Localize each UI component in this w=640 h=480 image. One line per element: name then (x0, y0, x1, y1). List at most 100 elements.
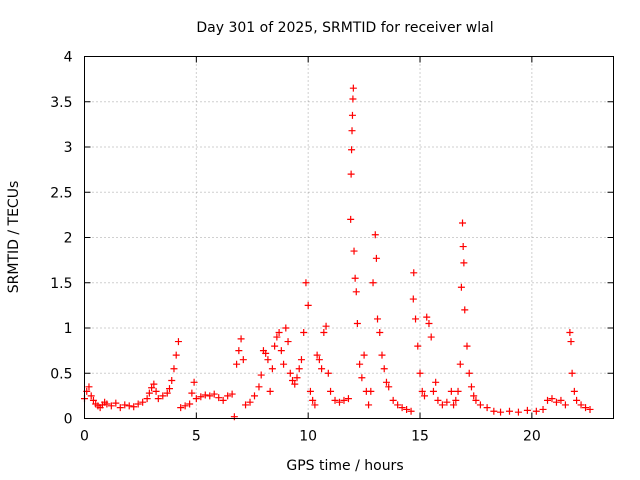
data-point (539, 405, 547, 413)
y-tick-label: 1.5 (50, 276, 72, 292)
data-point (568, 369, 576, 377)
data-point (497, 408, 505, 416)
data-point (410, 269, 418, 277)
data-point (130, 403, 138, 411)
data-point (349, 95, 357, 103)
chart-title: Day 301 of 2025, SRMTID for receiver wla… (196, 20, 493, 36)
x-tick-label: 0 (80, 429, 89, 445)
data-point (264, 356, 272, 364)
data-point (163, 389, 171, 397)
data-point (275, 329, 283, 337)
data-point (389, 396, 397, 404)
data-point (190, 378, 198, 386)
data-point (174, 338, 182, 346)
data-point (335, 398, 343, 406)
y-tick-label: 3.5 (50, 95, 72, 111)
data-point (548, 395, 556, 403)
data-point (414, 342, 422, 350)
data-point (351, 274, 359, 282)
data-point (318, 365, 326, 373)
data-point (385, 383, 393, 391)
data-point (89, 396, 97, 404)
data-point (165, 385, 173, 393)
data-point (192, 395, 200, 403)
data-point (139, 398, 147, 406)
data-point (201, 391, 209, 399)
data-point (470, 392, 478, 400)
data-point (239, 356, 247, 364)
data-point (450, 401, 458, 409)
data-point (350, 247, 358, 255)
y-tick-label: 0 (64, 412, 73, 428)
data-point (382, 378, 390, 386)
data-point (271, 342, 279, 350)
data-point (295, 365, 303, 373)
data-point (177, 404, 185, 412)
data-point (434, 396, 442, 404)
data-point (284, 338, 292, 346)
data-point (107, 402, 115, 410)
data-point (456, 360, 464, 368)
data-point (103, 400, 111, 408)
data-point (420, 392, 428, 400)
data-point (505, 407, 513, 415)
data-point (461, 306, 469, 314)
data-point (324, 369, 332, 377)
data-point (315, 356, 323, 364)
data-point (150, 380, 158, 388)
data-point (566, 329, 574, 337)
y-tick-label: 2.5 (50, 185, 72, 201)
data-point (266, 387, 274, 395)
y-tick-label: 0.5 (50, 366, 72, 382)
data-point (246, 398, 254, 406)
data-point (356, 360, 364, 368)
data-point (230, 413, 238, 421)
data-point (570, 387, 578, 395)
axis-ticks: 0 0.5 1 1.5 2 2.5 3 3.5 4 0 5 10 15 20 (50, 50, 614, 445)
data-point (306, 387, 314, 395)
x-tick-label: 5 (192, 429, 201, 445)
data-point (447, 387, 455, 395)
data-point (188, 389, 196, 397)
data-point (309, 396, 317, 404)
data-point (380, 365, 388, 373)
data-point (353, 319, 361, 327)
data-point (277, 347, 285, 355)
data-point (291, 380, 299, 388)
data-point (250, 392, 258, 400)
data-point (567, 338, 575, 346)
data-point (87, 392, 95, 400)
data-point (289, 376, 297, 384)
data-point (159, 392, 167, 400)
data-point (432, 378, 440, 386)
data-point (452, 396, 460, 404)
data-point (459, 219, 467, 227)
data-point (438, 401, 446, 409)
data-point (376, 329, 384, 337)
data-point (134, 400, 142, 408)
data-point (398, 404, 406, 412)
y-axis-label: SRMTID / TECUs (6, 181, 22, 294)
data-point (403, 405, 411, 413)
data-point (340, 396, 348, 404)
data-point (365, 401, 373, 409)
data-point (532, 407, 540, 415)
data-point (233, 360, 241, 368)
data-point (313, 351, 321, 359)
data-point (425, 319, 433, 327)
x-tick-label: 15 (411, 429, 429, 445)
data-point (148, 384, 156, 392)
data-point (418, 387, 426, 395)
data-point (170, 365, 178, 373)
x-axis-label: GPS time / hours (286, 458, 403, 474)
data-point (483, 404, 491, 412)
data-point (463, 342, 471, 350)
data-point (412, 315, 420, 323)
data-point (112, 399, 120, 407)
y-tick-label: 3 (64, 140, 73, 156)
data-point (372, 254, 380, 262)
data-point (544, 396, 552, 404)
data-point (237, 335, 245, 343)
data-point (168, 376, 176, 384)
